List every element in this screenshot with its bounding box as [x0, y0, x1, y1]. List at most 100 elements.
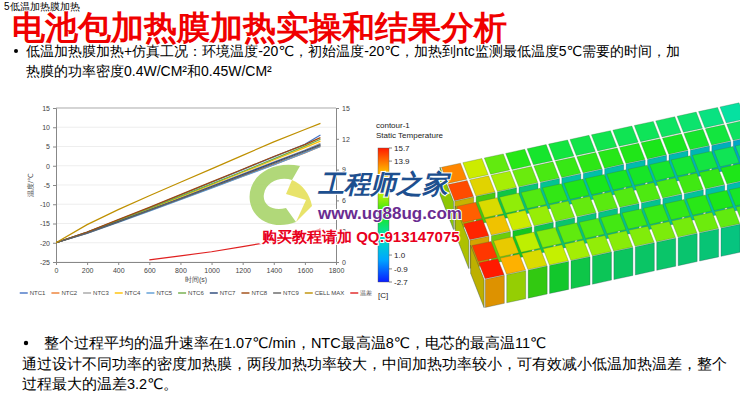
tick-label: 13.9: [394, 157, 410, 166]
legend-item: NTC7: [210, 290, 236, 296]
legend-label: 温差: [360, 290, 372, 296]
tick-label: 600: [144, 267, 156, 274]
cell-top: [506, 210, 531, 230]
watermark: 工程师之家www.ug88ug.com购买教程请加 QQ:913147075: [250, 165, 462, 245]
tick-mark: [336, 139, 339, 140]
cell-top: [591, 131, 616, 151]
legend-label: NTC1: [30, 290, 46, 296]
tick-mark: [53, 243, 56, 244]
bullet: [14, 49, 18, 53]
grid-line: [56, 223, 336, 224]
cell-top: [656, 117, 681, 137]
legend: NTC1NTC2NTC3NTC4NTC5NTC6NTC7NTC8NTC9CELL…: [20, 290, 373, 296]
cell-top: [735, 142, 740, 162]
series-line: [56, 135, 320, 243]
cell-top: [527, 145, 552, 165]
cell-top: [478, 198, 503, 218]
cell-top: [607, 170, 632, 190]
cell-top: [472, 241, 497, 261]
tick: 400: [113, 262, 125, 274]
cell-top: [677, 112, 702, 132]
tick: 0: [336, 259, 346, 266]
cell-top: [634, 121, 659, 141]
axis-title: 温度/℃: [27, 173, 34, 197]
legend-item: NTC2: [51, 290, 77, 296]
tick-mark: [53, 147, 56, 148]
tick: 5: [46, 143, 56, 150]
cell-top: [555, 157, 580, 177]
cell-top: [607, 231, 632, 251]
cell-top: [721, 164, 740, 184]
tick-label: 1800: [329, 267, 345, 274]
cell-top: [665, 200, 690, 220]
tick: 12: [336, 136, 350, 143]
tick-mark: [53, 108, 56, 109]
cell-top: [506, 149, 531, 169]
cell-top: [635, 182, 660, 202]
legend-item: 温差: [350, 290, 372, 296]
conclusion-text: 过程最大的温差3.2℃。: [22, 376, 178, 392]
cell-top: [592, 192, 617, 212]
cell-top: [579, 218, 604, 238]
cell-top: [643, 204, 668, 224]
cell-top: [564, 240, 589, 260]
tick-label: 1400: [266, 267, 282, 274]
cell-top: [686, 195, 711, 215]
color-bar-title: contour-1: [376, 121, 410, 130]
tick-mark: [53, 166, 56, 167]
cell-top: [629, 226, 654, 246]
cell-top: [708, 190, 733, 210]
axis-title: 时间(s): [185, 276, 207, 284]
tick: -10: [40, 201, 56, 208]
grid-line: [56, 127, 336, 128]
tick-mark: [53, 127, 56, 128]
cell-top: [528, 206, 553, 226]
tick-label: 12: [342, 136, 350, 143]
tick-mark: [212, 262, 213, 265]
tick: 0: [46, 162, 56, 169]
tick-mark: [389, 161, 392, 162]
tick-label: 800: [175, 267, 187, 274]
series-line: [56, 123, 320, 242]
cell-top: [586, 235, 611, 255]
tick-label: 200: [82, 267, 94, 274]
tick-label: 400: [113, 267, 125, 274]
cell-top: [543, 245, 568, 265]
grid-line: [56, 204, 336, 205]
cell-top: [448, 180, 473, 200]
cell-top: [736, 203, 740, 223]
axis-line: [53, 109, 57, 263]
legend-item: NTC4: [115, 290, 141, 296]
series-line: [56, 138, 320, 243]
cell-top: [515, 232, 540, 252]
legend-item: NTC8: [241, 290, 267, 296]
cell-top: [714, 208, 739, 228]
legend-item: NTC9: [273, 290, 299, 296]
cell-top: [714, 147, 739, 167]
tick-label: 15: [342, 105, 350, 112]
slide-canvas: 5低温加热膜加热电池包加热膜加热实操和结果分析低温加热膜加热+仿真工况：环境温度…: [0, 0, 740, 395]
legend-item: NTC1: [20, 290, 46, 296]
cell-top: [512, 167, 537, 187]
tick-label: -0.9: [394, 265, 408, 274]
cell-side: [485, 275, 504, 307]
tick-label: -2.7: [394, 278, 408, 287]
legend-label: NTC6: [188, 290, 204, 296]
legend-swatch: [350, 292, 358, 293]
cell-top: [641, 139, 666, 159]
tick-label: -10: [40, 201, 50, 208]
tick: 1600: [298, 262, 314, 274]
tick-label: 0: [342, 259, 346, 266]
tick-label: -5: [44, 182, 50, 189]
cell-top: [693, 212, 718, 232]
tick-mark: [180, 262, 181, 265]
tick: 15: [336, 105, 350, 112]
cell-top: [672, 217, 697, 237]
tick-mark: [87, 262, 88, 265]
cell-top: [598, 148, 623, 168]
tick: -5: [44, 182, 56, 189]
cell-side: [592, 252, 611, 284]
battery-pack: [440, 103, 740, 308]
cell-top: [699, 107, 724, 127]
tick: 600: [144, 262, 156, 274]
